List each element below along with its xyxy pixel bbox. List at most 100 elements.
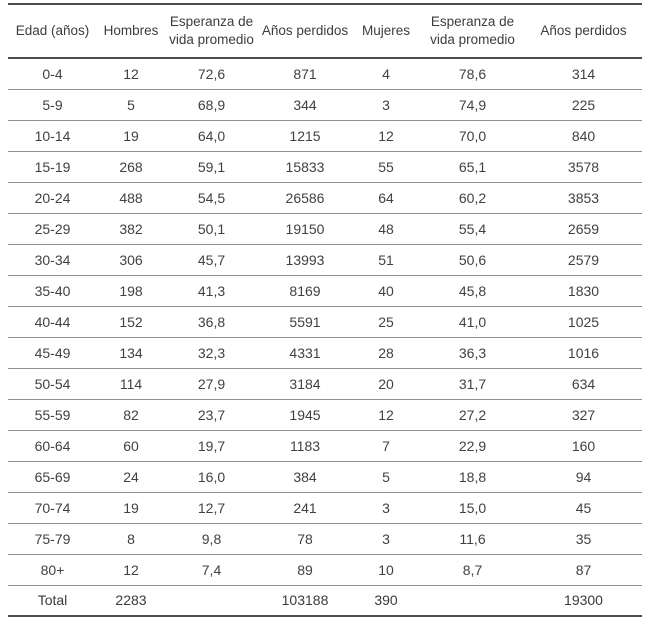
cell-hombres: 198 (97, 275, 165, 307)
cell-edad: 75-79 (8, 523, 97, 555)
cell-hombres: 19 (97, 492, 165, 524)
cell-anos-perdidos-hombres: 15833 (258, 151, 352, 183)
mortality-life-expectancy-table: Edad (años) Hombres Esperanza de vida pr… (8, 3, 642, 617)
cell-edad: 40-44 (8, 306, 97, 338)
cell-anos-perdidos-mujeres: 45 (525, 492, 642, 524)
col-header-esperanza-vida-hombres: Esperanza de vida promedio (165, 3, 258, 59)
cell-mujeres: 12 (352, 399, 420, 431)
header-row: Edad (años) Hombres Esperanza de vida pr… (8, 3, 642, 59)
table-row: 10-14 19 64,0 1215 12 70,0 840 (8, 120, 642, 152)
cell-hombres: 24 (97, 461, 165, 493)
cell-anos-perdidos-hombres: 871 (258, 58, 352, 90)
cell-edad: 50-54 (8, 368, 97, 400)
cell-mujeres: 48 (352, 213, 420, 245)
cell-esperanza-vida-hombres: 7,4 (165, 554, 258, 586)
cell-total-mujeres: 390 (352, 585, 420, 617)
table-row: 30-34 306 45,7 13993 51 50,6 2579 (8, 244, 642, 276)
table-row: 50-54 114 27,9 3184 20 31,7 634 (8, 368, 642, 400)
cell-mujeres: 3 (352, 89, 420, 121)
cell-esperanza-vida-hombres: 68,9 (165, 89, 258, 121)
cell-hombres: 12 (97, 58, 165, 90)
cell-esperanza-vida-hombres: 64,0 (165, 120, 258, 152)
cell-anos-perdidos-mujeres: 225 (525, 89, 642, 121)
cell-anos-perdidos-hombres: 1215 (258, 120, 352, 152)
cell-anos-perdidos-hombres: 8169 (258, 275, 352, 307)
cell-esperanza-vida-hombres: 32,3 (165, 337, 258, 369)
table-row: 65-69 24 16,0 384 5 18,8 94 (8, 461, 642, 493)
cell-esperanza-vida-hombres: 59,1 (165, 151, 258, 183)
table-row: 80+ 12 7,4 89 10 8,7 87 (8, 554, 642, 586)
cell-anos-perdidos-mujeres: 1016 (525, 337, 642, 369)
cell-total-esperanza-hombres (165, 585, 258, 617)
cell-hombres: 8 (97, 523, 165, 555)
cell-esperanza-vida-mujeres: 27,2 (420, 399, 525, 431)
cell-esperanza-vida-mujeres: 18,8 (420, 461, 525, 493)
cell-hombres: 114 (97, 368, 165, 400)
cell-esperanza-vida-hombres: 9,8 (165, 523, 258, 555)
cell-hombres: 12 (97, 554, 165, 586)
cell-edad: 55-59 (8, 399, 97, 431)
table-body: 0-4 12 72,6 871 4 78,6 314 5-9 5 68,9 344 3 74,9 225 1… (8, 58, 642, 586)
cell-mujeres: 20 (352, 368, 420, 400)
cell-anos-perdidos-mujeres: 87 (525, 554, 642, 586)
cell-edad: 60-64 (8, 430, 97, 462)
cell-esperanza-vida-mujeres: 50,6 (420, 244, 525, 276)
cell-edad: 35-40 (8, 275, 97, 307)
table-footer: Total 2283 103188 390 19300 (8, 585, 642, 617)
cell-anos-perdidos-mujeres: 314 (525, 58, 642, 90)
table-header: Edad (años) Hombres Esperanza de vida pr… (8, 3, 642, 59)
cell-anos-perdidos-hombres: 241 (258, 492, 352, 524)
cell-edad: 70-74 (8, 492, 97, 524)
cell-hombres: 306 (97, 244, 165, 276)
cell-anos-perdidos-mujeres: 3578 (525, 151, 642, 183)
cell-esperanza-vida-hombres: 50,1 (165, 213, 258, 245)
cell-anos-perdidos-mujeres: 2579 (525, 244, 642, 276)
cell-anos-perdidos-hombres: 344 (258, 89, 352, 121)
cell-mujeres: 25 (352, 306, 420, 338)
col-header-edad: Edad (años) (8, 3, 97, 59)
cell-esperanza-vida-hombres: 36,8 (165, 306, 258, 338)
cell-hombres: 152 (97, 306, 165, 338)
cell-total-anos-perdidos-mujeres: 19300 (525, 585, 642, 617)
cell-total-label: Total (8, 585, 97, 617)
cell-anos-perdidos-mujeres: 3853 (525, 182, 642, 214)
col-header-anos-perdidos-mujeres: Años perdidos (525, 3, 642, 59)
cell-esperanza-vida-hombres: 12,7 (165, 492, 258, 524)
cell-anos-perdidos-mujeres: 35 (525, 523, 642, 555)
cell-mujeres: 7 (352, 430, 420, 462)
cell-anos-perdidos-hombres: 78 (258, 523, 352, 555)
cell-mujeres: 51 (352, 244, 420, 276)
cell-edad: 25-29 (8, 213, 97, 245)
table-row: 35-40 198 41,3 8169 40 45,8 1830 (8, 275, 642, 307)
table-row: 40-44 152 36,8 5591 25 41,0 1025 (8, 306, 642, 338)
cell-edad: 45-49 (8, 337, 97, 369)
cell-hombres: 134 (97, 337, 165, 369)
cell-esperanza-vida-hombres: 19,7 (165, 430, 258, 462)
cell-esperanza-vida-mujeres: 65,1 (420, 151, 525, 183)
cell-anos-perdidos-hombres: 5591 (258, 306, 352, 338)
cell-hombres: 382 (97, 213, 165, 245)
cell-esperanza-vida-mujeres: 36,3 (420, 337, 525, 369)
cell-anos-perdidos-mujeres: 1830 (525, 275, 642, 307)
cell-mujeres: 3 (352, 523, 420, 555)
cell-anos-perdidos-hombres: 19150 (258, 213, 352, 245)
table-row: 0-4 12 72,6 871 4 78,6 314 (8, 58, 642, 90)
cell-esperanza-vida-mujeres: 60,2 (420, 182, 525, 214)
table-row: 70-74 19 12,7 241 3 15,0 45 (8, 492, 642, 524)
cell-anos-perdidos-hombres: 89 (258, 554, 352, 586)
cell-esperanza-vida-hombres: 23,7 (165, 399, 258, 431)
cell-edad: 0-4 (8, 58, 97, 90)
cell-total-anos-perdidos-hombres: 103188 (258, 585, 352, 617)
cell-mujeres: 55 (352, 151, 420, 183)
cell-esperanza-vida-mujeres: 45,8 (420, 275, 525, 307)
cell-esperanza-vida-mujeres: 31,7 (420, 368, 525, 400)
col-header-esperanza-vida-mujeres: Esperanza de vida promedio (420, 3, 525, 59)
cell-mujeres: 64 (352, 182, 420, 214)
cell-hombres: 60 (97, 430, 165, 462)
cell-anos-perdidos-hombres: 1945 (258, 399, 352, 431)
cell-hombres: 488 (97, 182, 165, 214)
cell-esperanza-vida-mujeres: 55,4 (420, 213, 525, 245)
table-row: 60-64 60 19,7 1183 7 22,9 160 (8, 430, 642, 462)
cell-anos-perdidos-hombres: 1183 (258, 430, 352, 462)
cell-edad: 65-69 (8, 461, 97, 493)
